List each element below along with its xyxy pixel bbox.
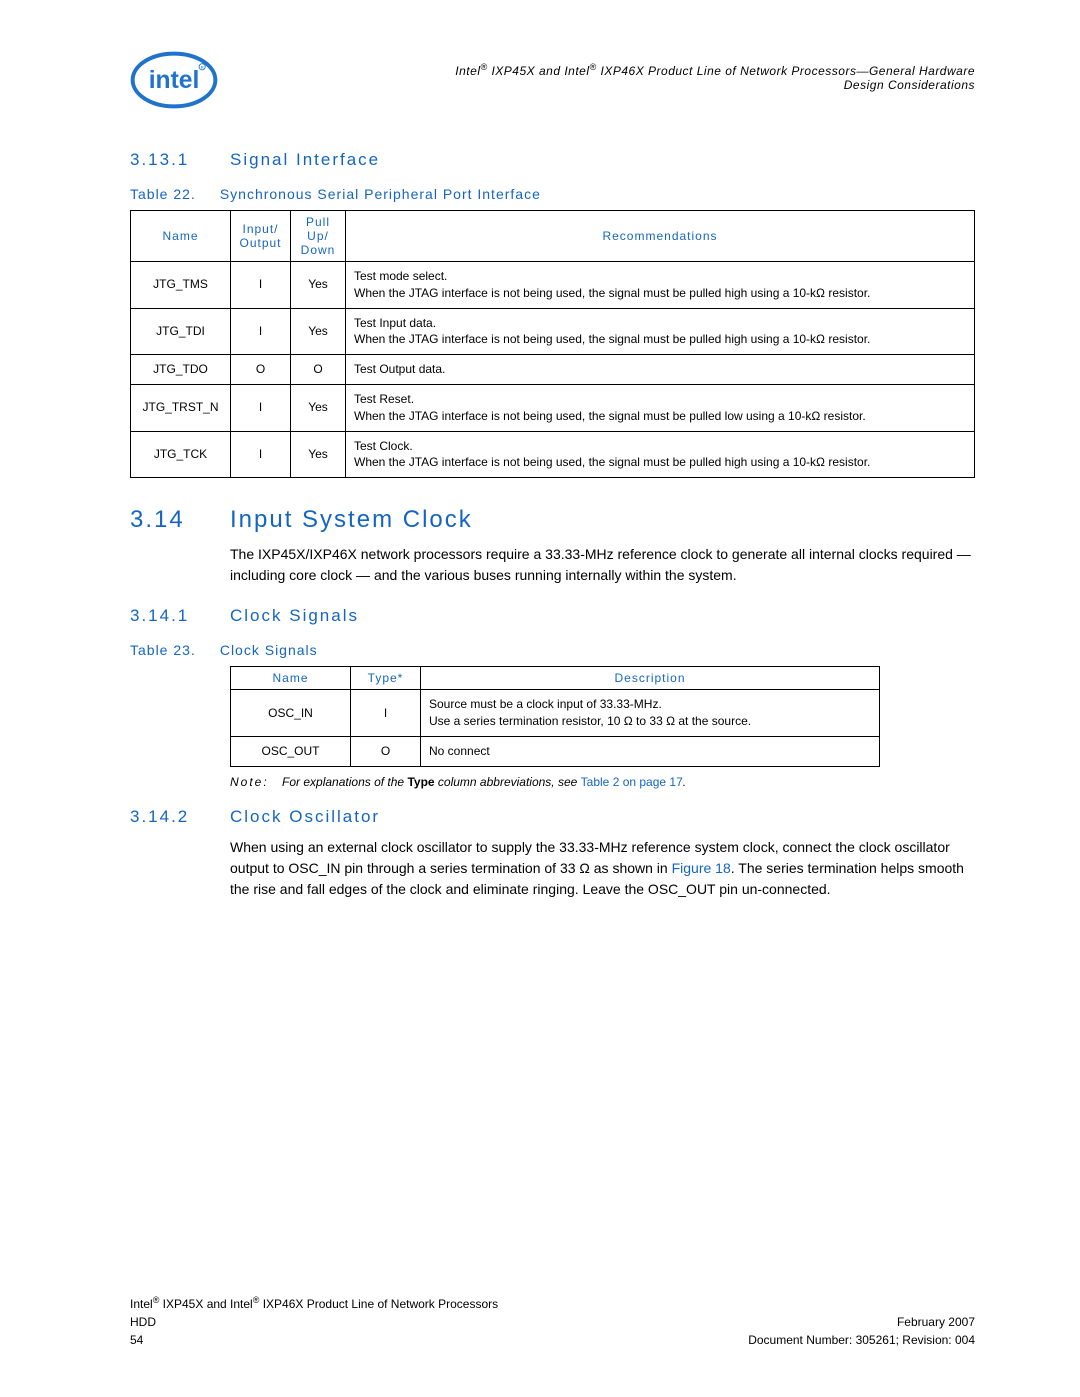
table-22: Name Input/Output PullUp/Down Recommenda… bbox=[130, 210, 975, 478]
cell-io: I bbox=[231, 308, 291, 355]
table-row: JTG_TRST_NIYesTest Reset.When the JTAG i… bbox=[131, 384, 975, 431]
cell-pull: Yes bbox=[291, 384, 346, 431]
section-3-14-2-header: 3.14.2 Clock Oscillator bbox=[130, 807, 975, 827]
cell-pull: Yes bbox=[291, 431, 346, 478]
cell-io: O bbox=[231, 355, 291, 385]
footer-right: February 2007 Document Number: 305261; R… bbox=[748, 1313, 975, 1349]
section-number: 3.14.2 bbox=[130, 807, 230, 827]
section-number: 3.13.1 bbox=[130, 150, 230, 170]
cell-rec: Test Reset.When the JTAG interface is no… bbox=[346, 384, 975, 431]
cell-io: I bbox=[231, 431, 291, 478]
cell-name: JTG_TMS bbox=[131, 262, 231, 309]
cell-name: JTG_TDI bbox=[131, 308, 231, 355]
section-title: Clock Oscillator bbox=[230, 807, 380, 827]
page-header: intel R Intel® IXP45X and Intel® IXP46X … bbox=[130, 50, 975, 110]
cell-rec: Test Output data. bbox=[346, 355, 975, 385]
cell-type: I bbox=[351, 690, 421, 737]
table-row: JTG_TCKIYesTest Clock.When the JTAG inte… bbox=[131, 431, 975, 478]
cell-desc: No connect bbox=[421, 736, 880, 766]
cell-type: O bbox=[351, 736, 421, 766]
section-number: 3.14 bbox=[130, 506, 230, 534]
table22-caption: Table 22.Synchronous Serial Peripheral P… bbox=[130, 186, 975, 202]
table-row: JTG_TDOOOTest Output data. bbox=[131, 355, 975, 385]
cell-pull: O bbox=[291, 355, 346, 385]
table23-caption: Table 23.Clock Signals bbox=[130, 642, 975, 658]
table-row: JTG_TMSIYesTest mode select.When the JTA… bbox=[131, 262, 975, 309]
t23-h1: Name bbox=[231, 667, 351, 690]
table22-h1: Name bbox=[131, 211, 231, 262]
cell-io: I bbox=[231, 384, 291, 431]
cell-rec: Test Clock.When the JTAG interface is no… bbox=[346, 431, 975, 478]
cell-pull: Yes bbox=[291, 262, 346, 309]
section-title: Clock Signals bbox=[230, 606, 359, 626]
section-title: Signal Interface bbox=[230, 150, 380, 170]
cell-desc: Source must be a clock input of 33.33-MH… bbox=[421, 690, 880, 737]
section-title: Input System Clock bbox=[230, 506, 473, 534]
svg-text:intel: intel bbox=[149, 67, 200, 94]
cell-rec: Test mode select.When the JTAG interface… bbox=[346, 262, 975, 309]
section-3-13-1-header: 3.13.1 Signal Interface bbox=[130, 150, 975, 170]
header-title: Intel® IXP45X and Intel® IXP46X Product … bbox=[455, 62, 975, 92]
cell-name: OSC_OUT bbox=[231, 736, 351, 766]
table22-h3: PullUp/Down bbox=[291, 211, 346, 262]
note-link[interactable]: Table 2 on page 17 bbox=[581, 775, 683, 789]
t23-h2: Type* bbox=[351, 667, 421, 690]
cell-name: OSC_IN bbox=[231, 690, 351, 737]
table-row: JTG_TDIIYesTest Input data.When the JTAG… bbox=[131, 308, 975, 355]
table22-h4: Recommendations bbox=[346, 211, 975, 262]
section-number: 3.14.1 bbox=[130, 606, 230, 626]
table-row: OSC_OUTONo connect bbox=[231, 736, 880, 766]
cell-name: JTG_TRST_N bbox=[131, 384, 231, 431]
section-3-14-2-body: When using an external clock oscillator … bbox=[230, 837, 975, 900]
cell-pull: Yes bbox=[291, 308, 346, 355]
footer-left: Intel® IXP45X and Intel® IXP46X Product … bbox=[130, 1294, 498, 1349]
intel-logo: intel R bbox=[130, 50, 218, 110]
table23-note: Note: For explanations of the Type colum… bbox=[230, 775, 975, 789]
table22-h2: Input/Output bbox=[231, 211, 291, 262]
figure-18-link[interactable]: Figure 18 bbox=[672, 860, 731, 876]
cell-rec: Test Input data.When the JTAG interface … bbox=[346, 308, 975, 355]
table-23: Name Type* Description OSC_INISource mus… bbox=[230, 666, 880, 766]
cell-name: JTG_TDO bbox=[131, 355, 231, 385]
cell-io: I bbox=[231, 262, 291, 309]
cell-name: JTG_TCK bbox=[131, 431, 231, 478]
section-3-14-1-header: 3.14.1 Clock Signals bbox=[130, 606, 975, 626]
t23-h3: Description bbox=[421, 667, 880, 690]
svg-text:R: R bbox=[201, 65, 204, 70]
section-3-14-body: The IXP45X/IXP46X network processors req… bbox=[230, 544, 975, 586]
page-footer: Intel® IXP45X and Intel® IXP46X Product … bbox=[130, 1294, 975, 1349]
table-row: OSC_INISource must be a clock input of 3… bbox=[231, 690, 880, 737]
section-3-14-header: 3.14 Input System Clock bbox=[130, 506, 975, 534]
